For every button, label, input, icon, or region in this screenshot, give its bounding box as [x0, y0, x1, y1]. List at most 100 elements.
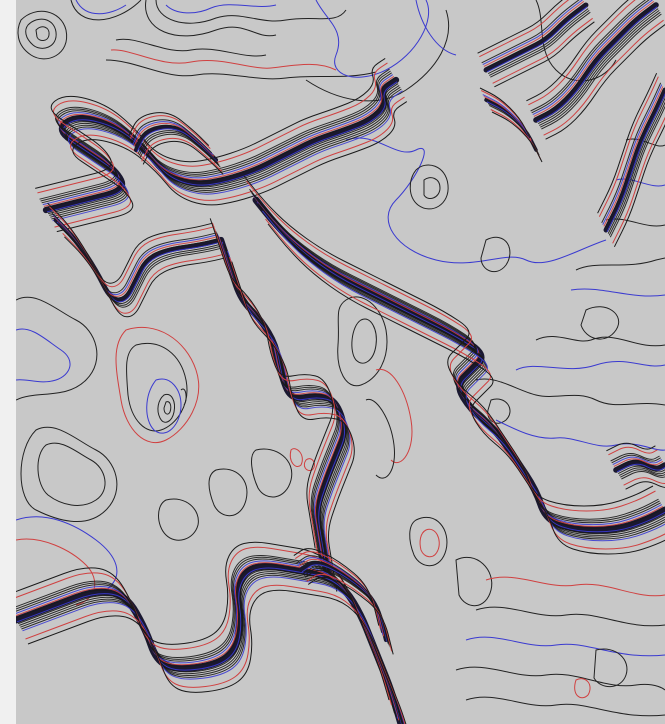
- ridge-contour-line: [539, 10, 660, 126]
- ridge-contour-line: [611, 454, 661, 464]
- ridge-contour-line: [536, 6, 658, 123]
- ridge-top-right-ridges: [477, 0, 595, 88]
- ridge-contour-line: [483, 0, 585, 67]
- ridge-top-right-ridges-3: [597, 72, 665, 248]
- ridge-outer-contour: [491, 111, 543, 163]
- ridge-contour-line: [249, 188, 659, 520]
- ridge-outer-contour: [545, 24, 665, 140]
- ridge-contour-line: [603, 86, 664, 227]
- ridge-outer-contour: [56, 101, 408, 233]
- ridge-contour-line: [257, 203, 665, 535]
- ridge-contour-line: [259, 206, 665, 538]
- ridge-contour-line: [250, 190, 660, 522]
- ridge-contour-line: [604, 87, 665, 229]
- ridge-contour-line: [305, 569, 391, 648]
- ridge-contour-line: [541, 13, 662, 130]
- ridge-contour-line: [132, 121, 214, 155]
- ridge-top-right-ridges-2: [526, 0, 665, 140]
- ridge-contour-line: [610, 453, 660, 462]
- ridge-contour-line: [139, 133, 221, 168]
- background-contours: [16, 0, 665, 717]
- ridge-contour-line: [607, 97, 665, 234]
- ridge-index-contour: [598, 76, 659, 217]
- ridge-outer-contour: [64, 236, 230, 318]
- ridge-contour-line: [482, 0, 584, 66]
- ridge-index-contour: [543, 19, 664, 136]
- ridge-contour-line: [617, 465, 665, 475]
- ridge-contour-line: [256, 201, 665, 533]
- ridge-outer-contour: [16, 541, 390, 701]
- ridge-lower-center-valley: [293, 548, 394, 655]
- ridge-index-contour: [528, 0, 636, 106]
- ridge-contour-line: [606, 92, 665, 233]
- contour-map-svg: [16, 0, 665, 724]
- ridge-contour-line: [530, 0, 647, 112]
- ridge-outer-contour: [209, 218, 334, 549]
- ridge-left-arm: [47, 202, 230, 318]
- ridge-core-line: [133, 124, 219, 163]
- ridge-index-contour: [492, 17, 593, 84]
- ridge-core-line: [483, 2, 589, 73]
- ridge-contour-line: [138, 131, 220, 166]
- ridge-outer-contour: [47, 202, 213, 284]
- ridge-index-contour: [265, 218, 665, 550]
- ridge-outer-contour: [597, 72, 658, 214]
- ridge-index-contour: [37, 62, 388, 194]
- terrain-background: [16, 0, 665, 724]
- ridge-contour-line: [612, 456, 663, 466]
- ridge-contour-line: [537, 8, 659, 125]
- ridge-contour-line: [490, 11, 591, 78]
- ridge-outer-contour: [142, 140, 224, 175]
- ridge-index-contour: [623, 477, 665, 486]
- ridge-outer-contour: [35, 57, 386, 189]
- contour-map-canvas[interactable]: [16, 0, 665, 724]
- ridge-contour-line: [602, 84, 663, 225]
- ridge-contour-line: [214, 229, 338, 560]
- ridge-outer-contour: [27, 589, 407, 724]
- ridge-contour-line: [609, 105, 665, 238]
- ridge-contour-line: [39, 68, 390, 200]
- ridge-core-line: [533, 2, 659, 123]
- ridge-mid-ridge: [209, 218, 355, 592]
- ridge-index-contour: [608, 446, 658, 456]
- ridge-contour-line: [487, 8, 589, 75]
- ridge-contour-line: [486, 6, 588, 73]
- ridge-lower-left-escarpment: [16, 541, 407, 724]
- ridge-outer-contour: [267, 223, 665, 555]
- ridge-contour-line: [621, 471, 665, 480]
- ridge-contour-line: [134, 124, 216, 159]
- ridge-outer-contour: [293, 548, 380, 626]
- ridge-central-diagonal-ridge: [243, 175, 665, 555]
- ridge-index-contour: [306, 573, 393, 652]
- ridge-index-contour: [129, 115, 211, 149]
- ridge-index-contour: [479, 0, 570, 58]
- ridge-contour-line: [22, 576, 405, 724]
- ridge-outer-contour: [243, 175, 654, 507]
- ridge-contour-line: [131, 119, 213, 154]
- ridge-contour-line: [534, 2, 656, 119]
- ridge-top-right-spur: [479, 87, 543, 163]
- ridge-upper-left-spur: [128, 112, 224, 175]
- ridge-contour-line: [59, 226, 226, 308]
- ridge-contour-line: [614, 460, 665, 469]
- ridge-contour-line: [51, 212, 217, 294]
- ridge-core-line: [613, 459, 665, 473]
- ridge-contour-line: [489, 10, 590, 76]
- ridge-contour-line: [620, 469, 665, 478]
- ridge-index-contour: [612, 116, 665, 244]
- ridge-contour-line: [262, 210, 665, 542]
- ridge-contour-line: [532, 0, 654, 116]
- ridge-contour-line: [531, 0, 650, 114]
- ridge-core-line: [603, 87, 665, 233]
- ridge-index-contour: [62, 232, 228, 314]
- ridge-contour-line: [137, 130, 219, 164]
- ridge-index-contour: [141, 137, 223, 172]
- ridge-outer-contour: [128, 112, 210, 146]
- ridge-contour-line: [258, 205, 665, 536]
- ridge-index-contour: [54, 96, 405, 228]
- ridge-contour-line: [608, 101, 665, 236]
- ridge-outer-contour: [625, 481, 665, 490]
- ridge-outer-contour: [477, 0, 563, 54]
- ridge-contour-line: [136, 128, 218, 163]
